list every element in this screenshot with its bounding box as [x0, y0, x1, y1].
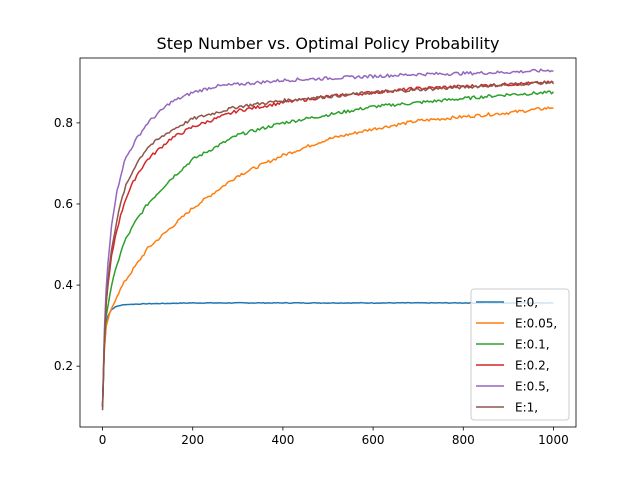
y-tick-label: 0.8: [54, 116, 73, 130]
x-tick-label: 400: [271, 433, 294, 447]
legend-label: E:0.05,: [515, 317, 557, 331]
series-line-4: [101, 68, 554, 407]
x-tick-label: 200: [181, 433, 204, 447]
legend: E:0, E:0.05, E:0.1, E:0.2, E:0.5, E:1,: [470, 288, 570, 421]
legend-label: E:0.2,: [515, 359, 550, 373]
legend-label: E:0.1,: [515, 338, 550, 352]
y-tick-label: 0.4: [54, 278, 73, 292]
legend-label: E:1,: [515, 401, 538, 415]
x-tick-label: 600: [362, 433, 385, 447]
axes-frame: [79, 57, 577, 428]
legend-label: E:0.5,: [515, 380, 550, 394]
y-tick-label: 0.2: [54, 359, 73, 373]
plot-area: [101, 68, 555, 411]
x-tick-label: 800: [452, 433, 475, 447]
legend-box: [470, 288, 570, 421]
series-line-5: [101, 80, 555, 411]
x-tick-label: 1000: [538, 433, 569, 447]
y-tick-label: 0.6: [54, 197, 73, 211]
axes: 0 200 400 600 800 1000 0.2 0.4 0.6 0.8: [54, 57, 577, 447]
series-line-1: [101, 106, 554, 407]
x-tick-label: 0: [99, 433, 107, 447]
legend-label: E:0,: [515, 296, 538, 310]
series-line-2: [101, 90, 555, 408]
chart-title: Step Number vs. Optimal Policy Probabili…: [157, 34, 500, 53]
